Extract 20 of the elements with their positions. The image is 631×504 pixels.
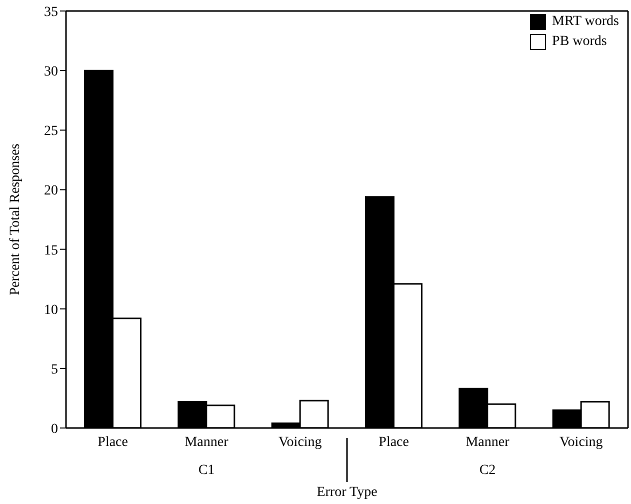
y-tick-label: 30: [44, 64, 58, 80]
x-tick-label: Manner: [184, 434, 229, 450]
y-tick-label: 15: [44, 243, 58, 258]
legend-label: MRT words: [552, 14, 619, 30]
x-tick-label: Manner: [466, 434, 510, 450]
y-tick-label: 10: [44, 302, 58, 318]
y-tick-label: 5: [51, 362, 58, 378]
y-tick-label: 20: [44, 184, 58, 199]
y-axis-title: Percent of Total Responses: [8, 144, 23, 296]
text: C2: [479, 463, 496, 478]
x-tick-label: Voicing: [278, 434, 322, 450]
y-tick-label: 25: [44, 124, 58, 140]
legend-label: PB words: [552, 34, 607, 50]
x-axis-title: Error Type: [316, 485, 378, 500]
x-tick-label: Place: [378, 434, 409, 450]
x-tick-label: Place: [98, 434, 128, 450]
y-tick-label: 35: [44, 4, 58, 20]
x-tick-label: Voicing: [560, 434, 603, 450]
y-tick-label: 0: [51, 422, 58, 437]
text: C1: [198, 463, 215, 478]
